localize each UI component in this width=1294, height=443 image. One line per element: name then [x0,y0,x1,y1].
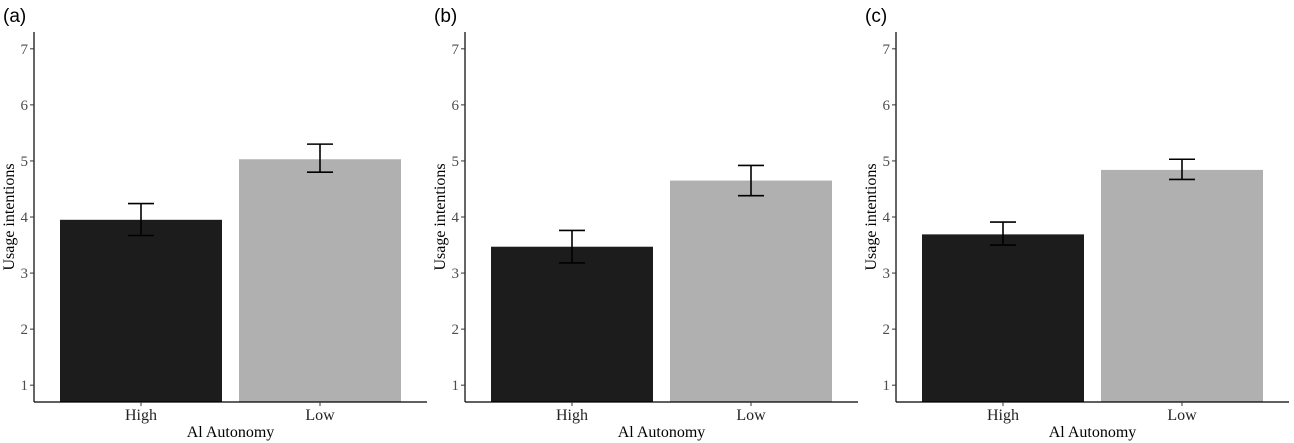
x-axis-title: Al Autonomy [187,424,275,441]
bar-high [60,219,222,402]
bar-high [491,246,653,402]
panel-label: (b) [434,6,457,27]
y-tick-label: 1 [21,378,29,394]
x-tick-label-low: Low [1167,407,1197,424]
error-bar-low [1169,158,1195,181]
y-tick-label: 6 [452,98,460,114]
y-tick-label: 4 [452,210,460,226]
y-tick-label: 2 [883,322,891,338]
y-tick-label: 7 [452,42,460,58]
chart-panel-2: (b) 1 2 3 4 5 6 7 High Low Al Autonomy Usage intent… [432,6,858,441]
y-tick-label: 3 [21,266,29,282]
x-axis-title: Al Autonomy [1049,424,1137,441]
y-tick-label: 5 [452,154,460,170]
panel-label: (a) [3,6,26,27]
chart-panel-1: (a) 1 2 3 4 5 6 7 High Low Al Autonomy Usage intent… [1,6,427,441]
x-tick-label-high: High [556,407,588,424]
y-tick-label: 4 [883,210,891,226]
x-tick-label-low: Low [736,407,766,424]
y-tick-label: 3 [883,266,891,282]
panel-label: (c) [865,6,887,27]
y-tick-label: 5 [883,154,891,170]
y-tick-label: 5 [21,154,29,170]
error-bar-high [559,229,585,264]
bar-low [670,180,832,402]
y-tick-label: 4 [21,210,29,226]
bar-low [1101,169,1263,402]
y-tick-label: 1 [452,378,460,394]
y-tick-label: 1 [883,378,891,394]
y-tick-label: 7 [21,42,29,58]
bar-high [922,234,1084,402]
y-axis-title: Usage intentions [863,163,880,270]
y-tick-label: 3 [452,266,460,282]
y-tick-label: 2 [21,322,29,338]
error-bar-low [738,164,764,197]
error-bar-low [307,143,333,173]
bar-low [239,159,401,402]
error-bar-high [128,202,154,237]
x-tick-label-high: High [125,407,157,424]
error-bar-high [990,221,1016,246]
y-tick-label: 7 [883,42,891,58]
x-axis-title: Al Autonomy [618,424,706,441]
x-tick-label-low: Low [305,407,335,424]
chart-panel-3: (c) 1 2 3 4 5 6 7 High Low Al Autonomy Usage intent… [863,6,1289,441]
y-axis-title: Usage intentions [432,163,449,270]
x-tick-label-high: High [987,407,1019,424]
y-tick-label: 6 [21,98,29,114]
y-axis-title: Usage intentions [1,163,18,270]
y-tick-label: 2 [452,322,460,338]
y-tick-label: 6 [883,98,891,114]
